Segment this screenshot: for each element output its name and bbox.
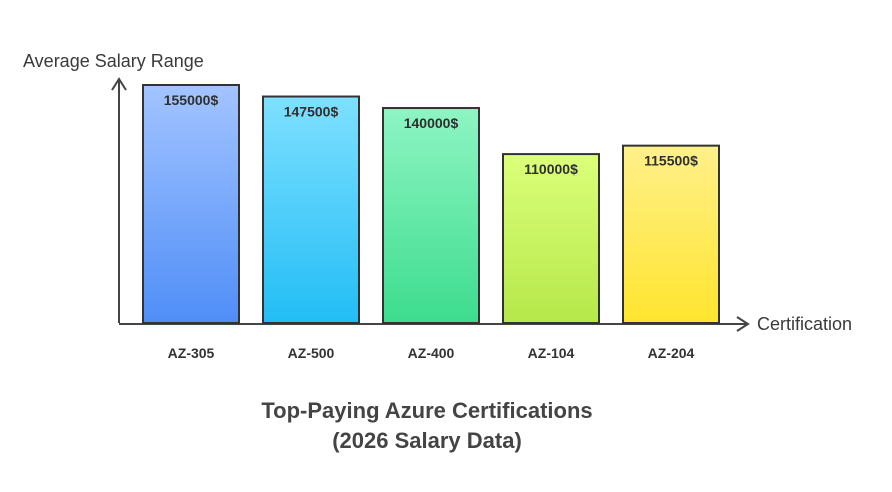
x-axis-title: Certification — [757, 314, 852, 334]
bar-az-305 — [142, 84, 240, 324]
bar-az-400 — [382, 107, 480, 324]
x-tick-label-az-305: AZ-305 — [168, 345, 215, 361]
bar-value-label-az-305: 155000$ — [164, 92, 219, 108]
bar-az-500 — [262, 95, 360, 324]
bar-value-label-az-204: 115500$ — [644, 153, 698, 169]
bar-az-104 — [502, 153, 600, 324]
x-tick-label-az-400: AZ-400 — [408, 345, 455, 361]
bar-az-204 — [622, 144, 720, 324]
y-axis-arrow — [111, 77, 127, 91]
bar-value-label-az-500: 147500$ — [284, 104, 339, 120]
bar-value-label-az-400: 140000$ — [404, 115, 459, 131]
y-axis-title: Average Salary Range — [23, 51, 204, 71]
x-tick-label-az-204: AZ-204 — [648, 345, 695, 361]
chart-title-line-1: Top-Paying Azure Certifications — [261, 398, 592, 423]
bars-group: 155000$ AZ-305 147500$ AZ-500 140000$ AZ-400 1… — [142, 84, 720, 361]
bar-value-label-az-104: 110000$ — [524, 161, 578, 177]
x-tick-label-az-500: AZ-500 — [288, 345, 335, 361]
chart-title-line-2: (2026 Salary Data) — [332, 428, 522, 453]
x-tick-label-az-104: AZ-104 — [528, 345, 575, 361]
x-axis-arrow — [736, 316, 750, 332]
